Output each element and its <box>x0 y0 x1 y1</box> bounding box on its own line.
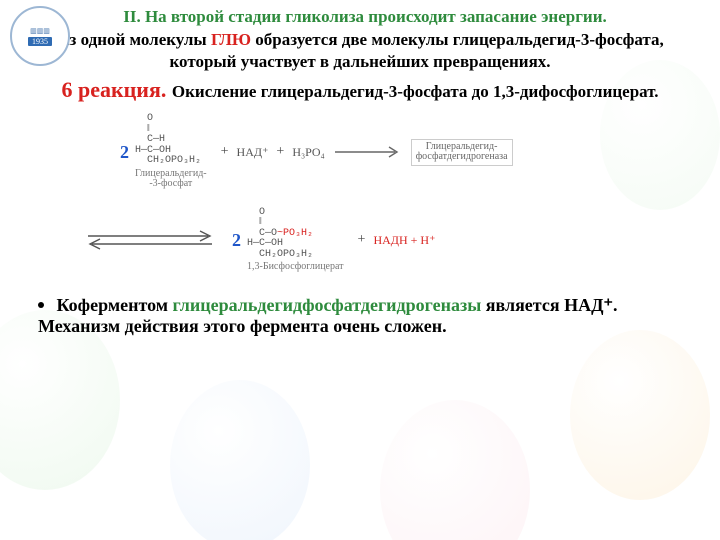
heading: II. На второй стадии гликолиза происходи… <box>68 6 662 27</box>
product-molecule: O ‖ C—O~PO₃H₂ H—C—OH CH₂OPO₃H₂ 1,3-Бисфо… <box>247 208 344 273</box>
reaction-dot: . <box>161 77 172 102</box>
glu-abbrev: ГЛЮ <box>211 30 251 49</box>
product-row: 2 O ‖ C—O~PO₃H₂ H—C—OH CH₂OPO₃H₂ 1,3-Бис… <box>80 208 640 273</box>
sub-pre: Из одной молекулы <box>56 30 211 49</box>
bottom-paragraph: Коферментом глицеральдегидфосфатдегидрог… <box>38 295 682 338</box>
bg-balloon <box>570 330 710 500</box>
logo-glyph: ▥▥▥ <box>30 27 50 35</box>
coeff-2: 2 <box>232 230 241 251</box>
bg-balloon <box>170 380 310 540</box>
enzyme-label: Глицеральдегид- фосфатдегидрогеназа <box>411 139 513 166</box>
reversible-arrow-icon <box>80 226 220 254</box>
reaction-heading: 6 реакция. Окисление глицеральдегид-3-фо… <box>28 76 692 105</box>
subheading: Из одной молекулы ГЛЮ образуется две мол… <box>28 29 692 72</box>
coeff-1: 2 <box>120 142 129 163</box>
bottom-enzyme: глицеральдегидфосфатдегидрогеназы <box>172 295 481 315</box>
bullet-icon <box>38 302 44 308</box>
bg-balloon <box>380 400 530 540</box>
reactant-caption: Глицеральдегид- -3-фосфат <box>135 169 207 190</box>
nad-plus: НАД⁺ <box>237 145 269 160</box>
university-logo: ▥▥▥ 1935 <box>10 6 70 66</box>
phosphoric-acid: H₃PO₄ <box>292 145 324 160</box>
product-caption: 1,3-Бисфосфоглицерат <box>247 262 344 273</box>
plus-icon: + <box>221 144 229 160</box>
arrow-right-icon <box>333 141 403 163</box>
reactant-row: 2 O ‖ C—H H—C—OH CH₂OPO₃H₂ Глицеральдеги… <box>120 114 640 190</box>
reactant-molecule: O ‖ C—H H—C—OH CH₂OPO₃H₂ Глицеральдегид-… <box>135 114 207 190</box>
reaction-text: Окисление глицеральдегид-3-фосфата до 1,… <box>172 82 659 101</box>
bottom-t1: Коферментом <box>52 295 172 315</box>
plus-icon: + <box>276 144 284 160</box>
nadh: НАДН + H⁺ <box>373 233 435 248</box>
chemistry-area: 2 O ‖ C—H H—C—OH CH₂OPO₃H₂ Глицеральдеги… <box>80 114 640 273</box>
slide-content: II. На второй стадии гликолиза происходи… <box>0 0 720 338</box>
logo-year: 1935 <box>28 37 52 46</box>
reaction-num: 6 реакция <box>61 77 160 102</box>
plus-icon: + <box>358 232 366 248</box>
